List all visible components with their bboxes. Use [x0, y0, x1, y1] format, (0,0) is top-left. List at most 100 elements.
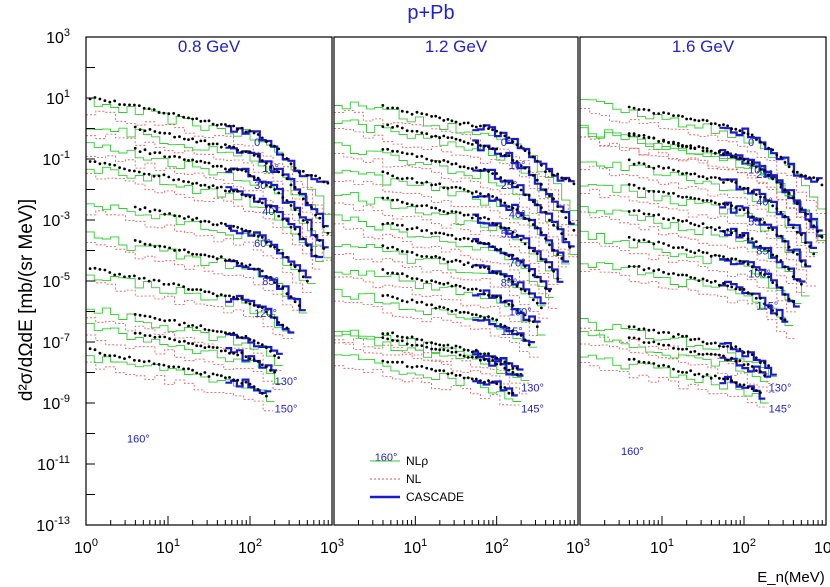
data-point — [779, 259, 783, 262]
data-point — [133, 313, 137, 316]
data-point — [632, 238, 636, 242]
data-point — [454, 258, 458, 262]
data-point — [98, 97, 102, 101]
data-point — [430, 303, 433, 307]
data-point — [410, 277, 414, 280]
data-point — [277, 356, 281, 359]
data-point — [693, 251, 697, 255]
data-point — [667, 192, 670, 195]
data-point — [657, 140, 661, 143]
data-point — [487, 217, 490, 221]
data-point — [511, 370, 515, 374]
data-point — [491, 195, 494, 198]
data-point — [415, 277, 419, 281]
data-point — [495, 147, 499, 151]
data-point — [642, 212, 646, 216]
data-point — [450, 284, 454, 288]
data-point — [400, 360, 404, 364]
data-point — [219, 145, 223, 149]
data-point — [681, 144, 684, 147]
data-point — [730, 127, 734, 131]
data-point — [627, 158, 631, 162]
data-point — [718, 376, 721, 380]
data-point — [800, 282, 803, 286]
data-point — [438, 160, 442, 164]
data-point — [627, 183, 631, 186]
data-point — [637, 209, 641, 213]
nl-curve-3-4 — [580, 165, 817, 258]
data-point — [240, 227, 244, 231]
data-point — [133, 146, 137, 150]
data-point — [446, 372, 450, 376]
data-point — [627, 325, 631, 329]
data-point — [224, 294, 227, 298]
data-point — [178, 323, 181, 327]
data-point — [808, 245, 811, 248]
data-point — [168, 132, 172, 135]
data-point — [430, 135, 433, 139]
data-point — [742, 186, 746, 190]
data-point — [410, 129, 414, 133]
data-point — [657, 331, 661, 335]
data-point — [503, 201, 507, 205]
data-point — [519, 188, 523, 192]
data-point — [742, 363, 746, 367]
data-point — [519, 145, 523, 149]
data-point — [540, 280, 543, 283]
data-point — [672, 346, 675, 350]
data-point — [750, 365, 754, 368]
data-point — [499, 386, 503, 389]
data-point — [454, 344, 458, 348]
data-point — [265, 205, 268, 209]
data-point — [642, 327, 646, 331]
data-point — [153, 335, 157, 339]
data-point — [386, 221, 390, 225]
data-point — [746, 291, 750, 295]
data-point — [195, 160, 199, 164]
data-point — [474, 141, 478, 144]
data-point — [495, 172, 499, 175]
data-point — [143, 242, 147, 246]
data-point — [446, 160, 450, 164]
data-point — [236, 127, 240, 131]
data-point — [430, 367, 433, 371]
data-point — [199, 288, 203, 292]
data-point — [791, 170, 795, 174]
data-point — [191, 252, 195, 256]
data-point — [515, 308, 519, 312]
data-point — [771, 281, 775, 284]
data-point — [219, 255, 223, 259]
data-point — [754, 389, 758, 392]
data-point — [535, 203, 539, 207]
data-point — [199, 253, 203, 257]
data-point — [256, 388, 260, 391]
data-point — [236, 148, 240, 152]
data-point — [458, 138, 462, 142]
data-point — [531, 155, 535, 159]
data-point — [434, 183, 438, 187]
data-point — [681, 273, 684, 277]
data-point — [495, 248, 499, 251]
data-point — [203, 183, 207, 187]
data-point — [454, 210, 458, 214]
data-point — [693, 172, 697, 176]
data-point — [446, 118, 450, 121]
data-point — [523, 313, 527, 317]
data-point — [442, 134, 446, 138]
data-point — [195, 181, 199, 185]
data-point — [211, 329, 215, 333]
data-point — [738, 347, 742, 351]
data-point — [759, 391, 762, 395]
data-point — [722, 255, 725, 258]
data-point — [627, 235, 631, 239]
data-point — [158, 151, 162, 155]
angle-label: 130° — [769, 382, 792, 394]
data-point — [391, 331, 394, 335]
data-point — [499, 272, 503, 276]
data-point — [123, 103, 126, 107]
data-point — [470, 191, 474, 195]
data-point — [738, 185, 742, 189]
data-point — [652, 242, 656, 246]
data-point — [511, 253, 515, 257]
nlrho-curve-1-7 — [86, 274, 291, 332]
